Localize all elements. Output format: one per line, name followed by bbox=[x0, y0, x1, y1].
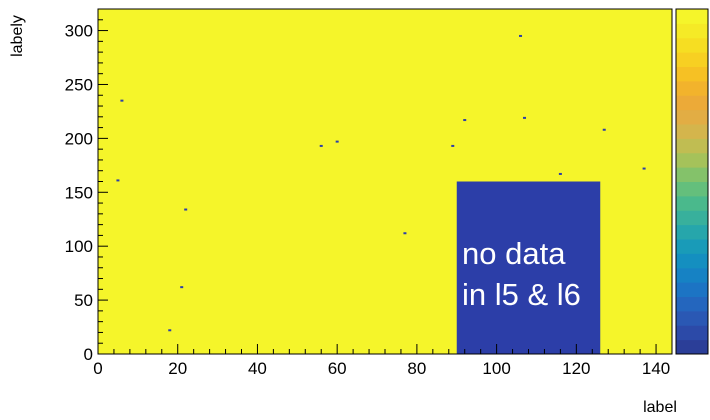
x-tick-label: 60 bbox=[328, 359, 347, 378]
colorbar-step bbox=[676, 52, 708, 67]
colorbar-step bbox=[676, 310, 708, 326]
x-axis-title: label bbox=[643, 399, 677, 416]
colorbar-step bbox=[676, 167, 708, 182]
colorbar-step bbox=[676, 195, 708, 211]
heatmap-cell bbox=[120, 99, 124, 102]
heatmap-cell bbox=[184, 208, 188, 211]
y-tick-label: 200 bbox=[65, 129, 93, 148]
x-tick-label: 0 bbox=[93, 359, 102, 378]
colorbar-frame bbox=[675, 8, 709, 355]
colorbar bbox=[675, 8, 709, 355]
colorbar-step bbox=[676, 95, 708, 111]
colorbar-step bbox=[676, 37, 708, 53]
colorbar-step bbox=[676, 282, 708, 297]
colorbar-step bbox=[676, 23, 708, 39]
heatmap-cell bbox=[116, 179, 120, 182]
heatmap-cell bbox=[523, 116, 527, 119]
colorbar-step bbox=[676, 9, 708, 24]
heatmap-cell bbox=[403, 232, 407, 235]
y-tick-label: 50 bbox=[74, 291, 93, 310]
colorbar-step bbox=[676, 239, 708, 254]
heatmap-cell bbox=[519, 34, 523, 37]
colorbar-step bbox=[676, 109, 708, 125]
y-axis-title: labely bbox=[9, 15, 26, 57]
colorbar-step bbox=[676, 296, 708, 312]
colorbar-step bbox=[676, 325, 708, 341]
annotation-line-1: no data bbox=[462, 236, 566, 271]
colorbar-step bbox=[676, 181, 708, 197]
colorbar-step bbox=[676, 339, 708, 355]
x-tick-label: 120 bbox=[562, 359, 590, 378]
heatmap-cell bbox=[335, 140, 339, 143]
colorbar-step bbox=[676, 124, 708, 139]
x-tick-label: 100 bbox=[482, 359, 510, 378]
annotation-line-2: in l5 & l6 bbox=[462, 277, 581, 312]
x-axis: 0 20 40 60 80 100 120 140 bbox=[93, 344, 673, 378]
y-tick-label: 100 bbox=[65, 237, 93, 256]
heatmap-cell bbox=[463, 119, 467, 122]
y-tick-label: 250 bbox=[65, 75, 93, 94]
x-tick-label: 140 bbox=[642, 359, 670, 378]
colorbar-step bbox=[676, 210, 708, 226]
y-tick-label: 0 bbox=[84, 345, 93, 364]
x-tick-label: 20 bbox=[168, 359, 187, 378]
heatmap-cell bbox=[642, 167, 646, 170]
heatmap-cell bbox=[180, 286, 184, 289]
heatmap-cell bbox=[319, 144, 323, 147]
heatmap-cell bbox=[558, 172, 562, 175]
x-tick-label: 80 bbox=[407, 359, 426, 378]
y-tick-label: 300 bbox=[65, 22, 93, 41]
heatmap-cell bbox=[451, 144, 455, 147]
colorbar-step bbox=[676, 267, 708, 283]
heatmap-cell bbox=[602, 128, 606, 131]
heatmap-cell bbox=[168, 329, 172, 332]
colorbar-step bbox=[676, 224, 708, 240]
y-tick-label: 150 bbox=[65, 183, 93, 202]
plot-area bbox=[97, 8, 673, 355]
no-data-region bbox=[456, 181, 601, 354]
x-tick-label: 40 bbox=[248, 359, 267, 378]
colorbar-step bbox=[676, 66, 708, 82]
colorbar-step bbox=[676, 138, 708, 154]
colorbar-step bbox=[676, 152, 708, 168]
colorbar-step bbox=[676, 80, 708, 96]
y-axis: 0 50 100 150 200 250 300 bbox=[65, 8, 108, 364]
colorbar-step bbox=[676, 253, 708, 269]
